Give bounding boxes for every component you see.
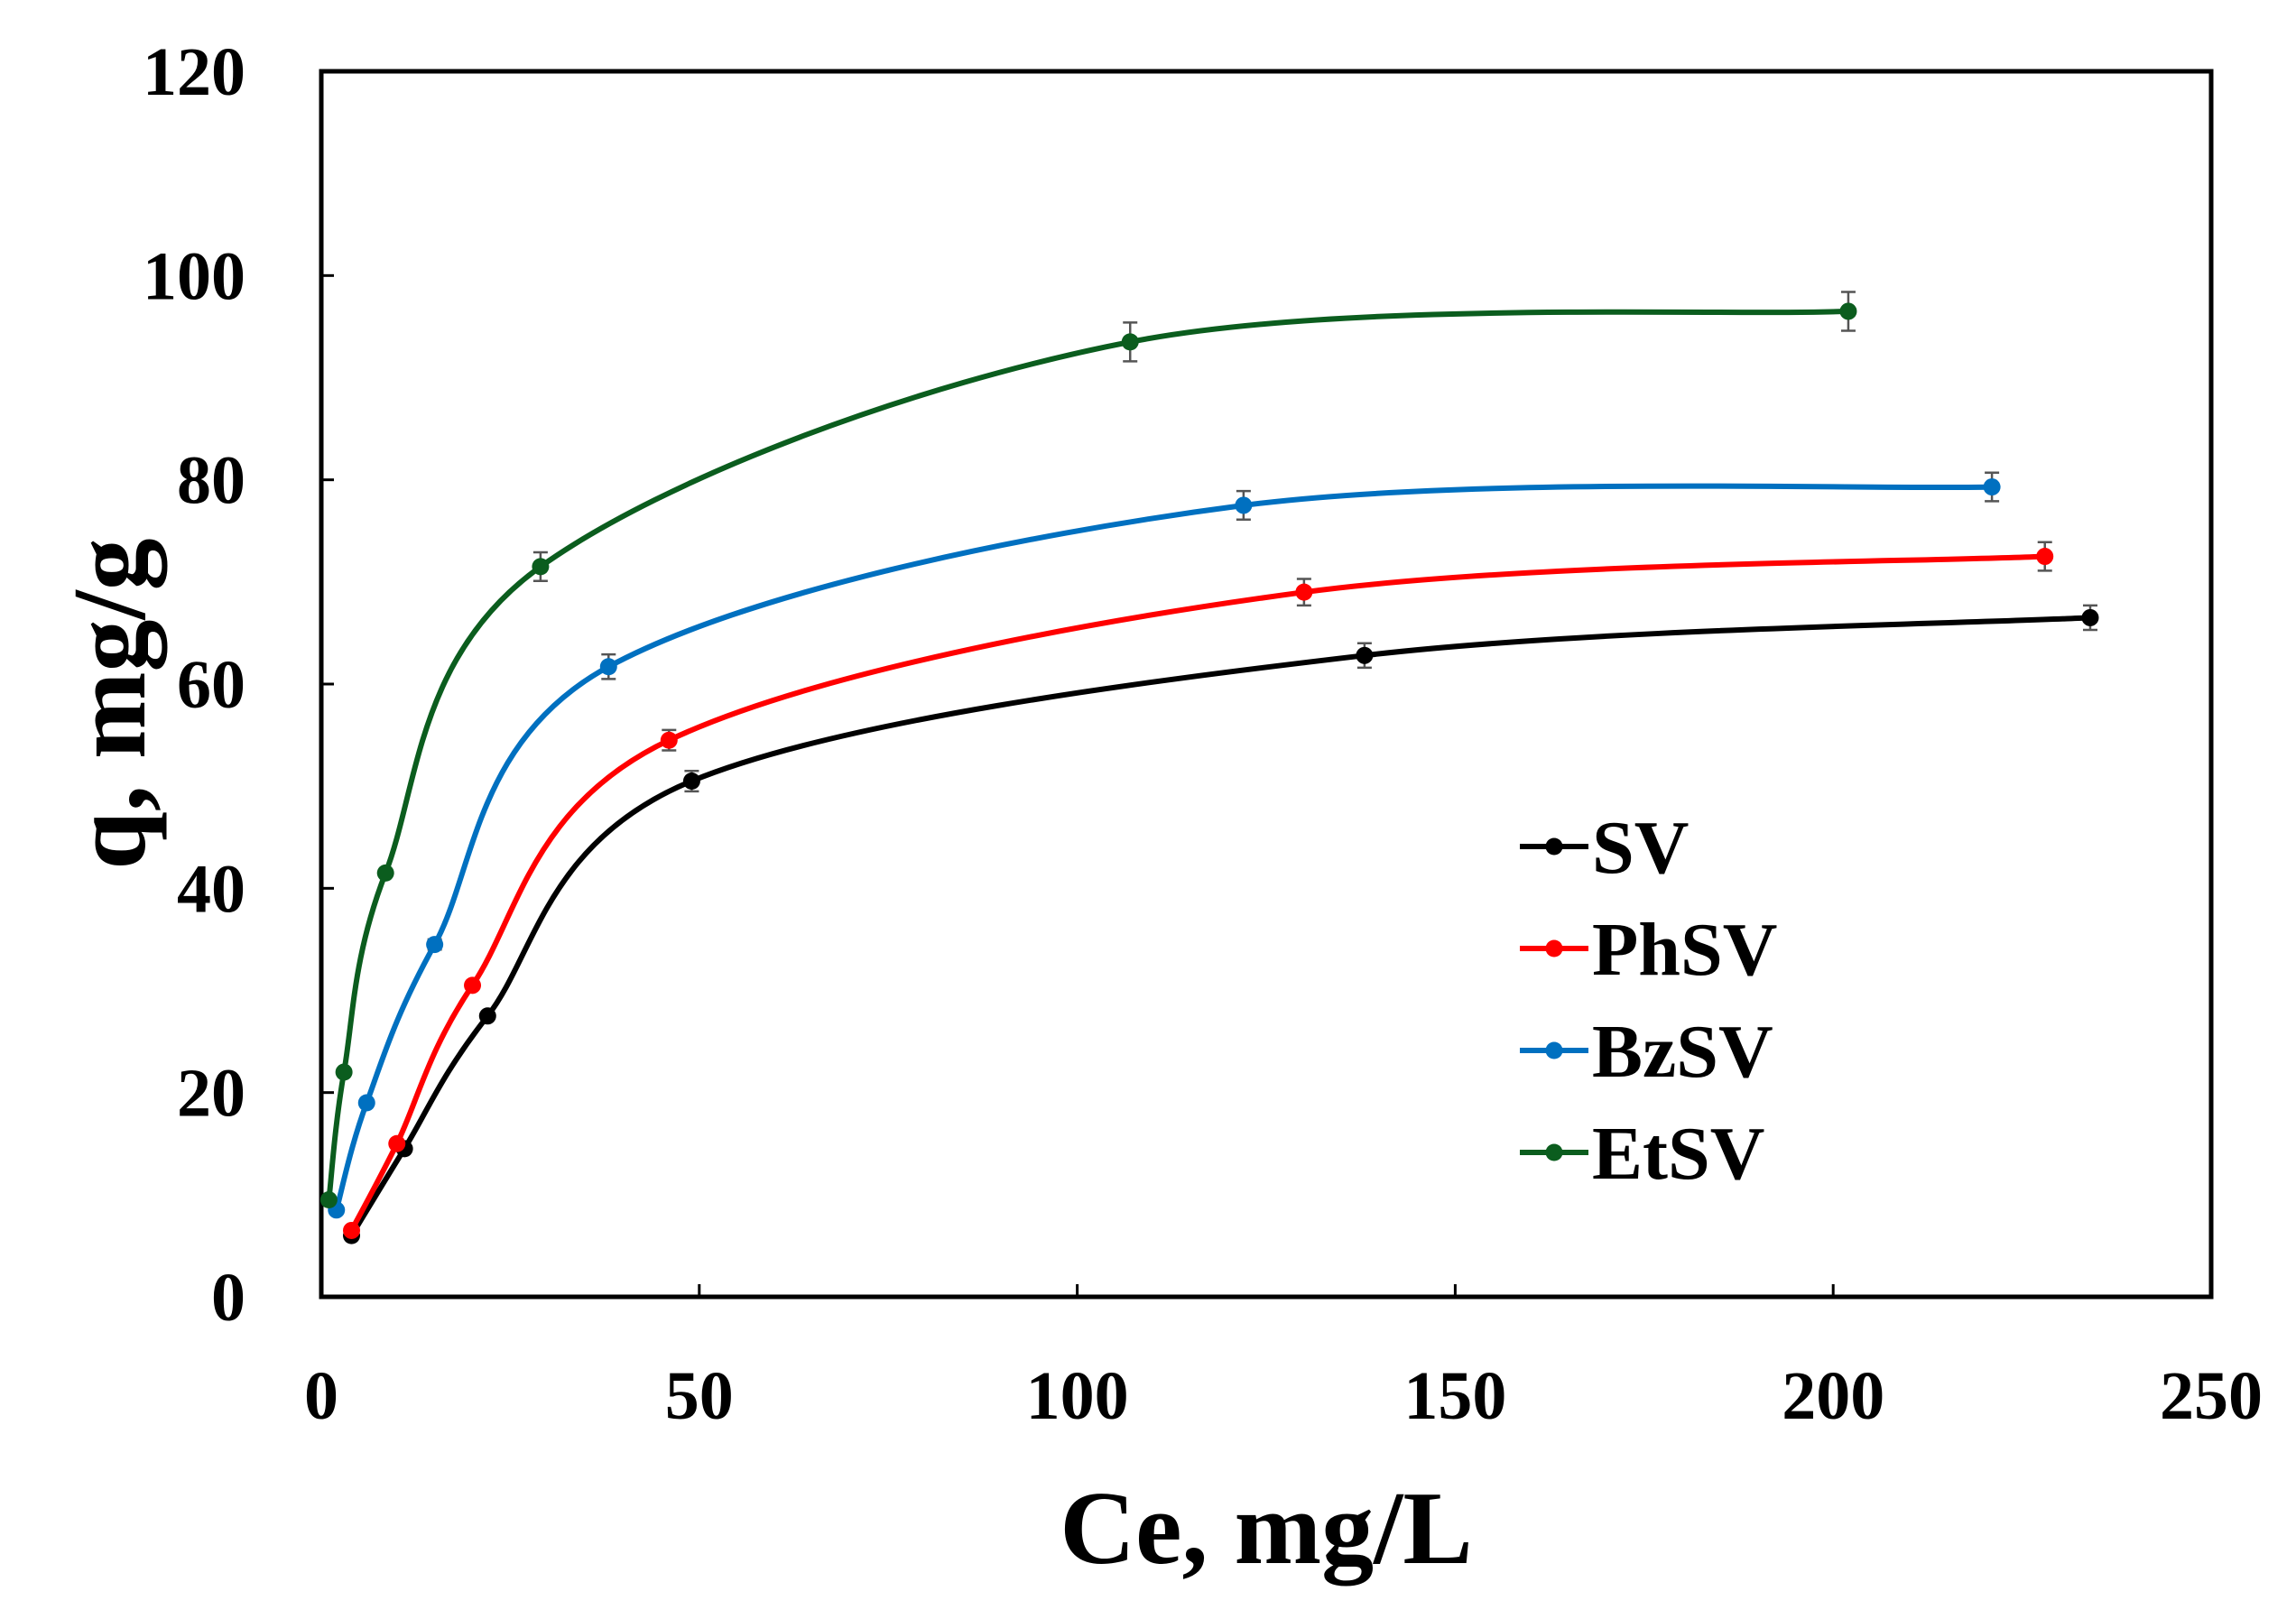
error-bars <box>427 291 2097 951</box>
data-point-sv <box>682 772 700 791</box>
axes: 0 50 100 150 200 250 0 20 40 60 80 100 120 <box>143 34 2263 1434</box>
series-line-etsv <box>326 308 1851 1203</box>
data-point-phsv <box>2036 548 2054 566</box>
legend-marker-bzsv <box>1545 1041 1563 1059</box>
data-point-phsv <box>1295 583 1313 601</box>
y-tick-label: 20 <box>177 1056 245 1132</box>
data-point-etsv <box>1839 302 1857 320</box>
data-point-phsv <box>464 976 482 995</box>
legend-marker-etsv <box>1545 1143 1563 1161</box>
plot-frame <box>319 69 2214 1300</box>
x-tick-label: 0 <box>304 1358 338 1434</box>
series-line-phsv <box>348 553 2048 1234</box>
data-point-phsv <box>660 731 678 749</box>
data-point-etsv <box>319 1190 338 1208</box>
data-point-sv <box>1356 646 1374 664</box>
data-point-bzsv <box>357 1094 375 1112</box>
data-point-sv <box>2081 608 2099 626</box>
data-point-bzsv <box>1235 496 1253 514</box>
legend-marker-sv <box>1545 837 1563 856</box>
y-tick-label: 40 <box>177 851 245 927</box>
data-point-etsv <box>532 558 550 576</box>
y-tick-label: 120 <box>143 34 245 110</box>
series-line-sv <box>348 615 2093 1239</box>
data-point-phsv <box>343 1221 361 1239</box>
series-markers <box>319 302 2099 1244</box>
y-axis-title: q, mg/g <box>52 538 168 869</box>
data-point-etsv <box>335 1063 353 1081</box>
series-curves <box>326 308 2093 1239</box>
y-tick-label: 100 <box>143 238 245 314</box>
data-point-etsv <box>1121 333 1139 351</box>
x-tick-label: 250 <box>2160 1358 2263 1434</box>
x-tick-label: 150 <box>1403 1358 1506 1434</box>
data-point-bzsv <box>1983 478 2001 496</box>
data-point-etsv <box>376 864 394 882</box>
y-tick-label: 60 <box>177 647 245 723</box>
legend-label-bzsv: BzSV <box>1592 1010 1773 1094</box>
x-tick-label: 100 <box>1026 1358 1129 1434</box>
data-point-sv <box>478 1007 496 1025</box>
y-tick-label: 0 <box>211 1260 245 1336</box>
x-axis-title: Ce, mg/L <box>1060 1471 1473 1587</box>
legend-marker-phsv <box>1545 939 1563 958</box>
legend-label-etsv: EtSV <box>1592 1112 1764 1196</box>
x-tick-label: 200 <box>1782 1358 1884 1434</box>
x-tick-label: 50 <box>665 1358 734 1434</box>
data-point-phsv <box>388 1134 406 1152</box>
data-point-bzsv <box>426 936 444 954</box>
data-point-bzsv <box>599 658 617 676</box>
legend: SV PhSV BzSV EtSV <box>1520 806 1777 1196</box>
legend-label-phsv: PhSV <box>1592 908 1777 992</box>
y-tick-label: 80 <box>177 443 245 519</box>
series-line-bzsv <box>333 483 1995 1213</box>
legend-label-sv: SV <box>1592 806 1689 890</box>
